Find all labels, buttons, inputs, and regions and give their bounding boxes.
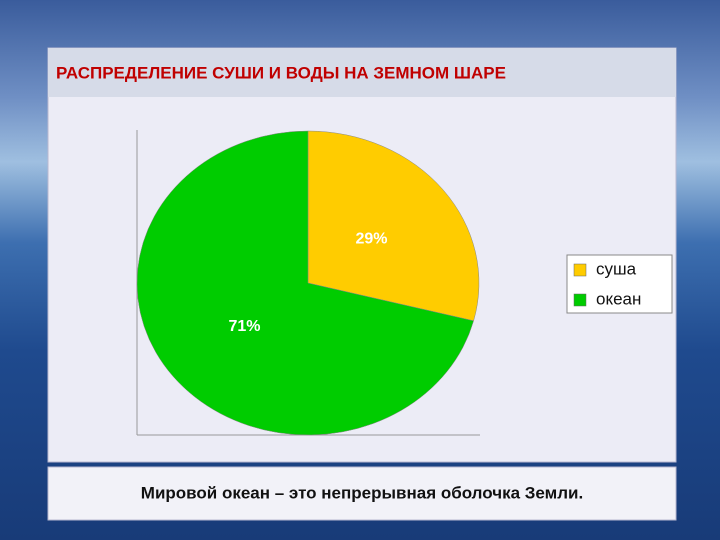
legend-label: океан (596, 289, 641, 308)
pie-slice (307, 130, 480, 322)
chart-title: РАСПРЕДЕЛЕНИЕ СУШИ И ВОДЫ НА ЗЕМНОМ ШАРЕ (56, 63, 506, 82)
legend-swatch (573, 293, 587, 307)
pie-slice (136, 130, 474, 436)
footer-text: Мировой океан – это непрерывная оболочка… (141, 483, 583, 502)
footer-panel (47, 466, 677, 521)
data-label: 29% (355, 230, 387, 247)
legend-label: суша (596, 259, 637, 278)
data-label: 71% (228, 318, 260, 335)
title-band (48, 48, 676, 97)
legend-swatch (573, 263, 587, 277)
